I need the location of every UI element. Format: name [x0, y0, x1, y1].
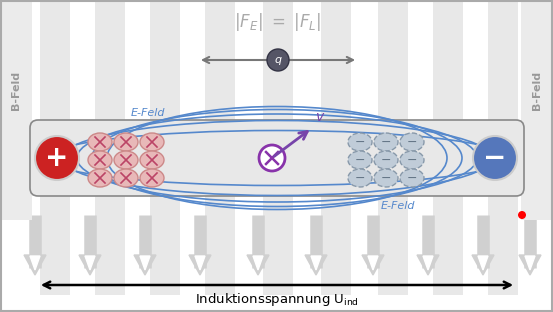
Text: −: −	[407, 172, 418, 184]
Circle shape	[35, 136, 79, 180]
Polygon shape	[24, 255, 46, 275]
Bar	[205, 0, 235, 295]
Text: −: −	[381, 135, 392, 149]
Bar	[150, 0, 180, 295]
Ellipse shape	[140, 151, 164, 169]
Polygon shape	[368, 256, 378, 270]
Bar	[40, 0, 70, 295]
Ellipse shape	[348, 151, 372, 169]
Text: q: q	[274, 55, 281, 65]
Ellipse shape	[400, 133, 424, 151]
Text: E-Feld: E-Feld	[131, 108, 165, 118]
Polygon shape	[519, 255, 541, 275]
Ellipse shape	[114, 133, 138, 151]
Circle shape	[473, 136, 517, 180]
Bar	[378, 0, 408, 295]
Polygon shape	[140, 256, 150, 270]
Bar	[263, 0, 293, 295]
Polygon shape	[79, 255, 101, 275]
Polygon shape	[305, 255, 327, 275]
Text: +: +	[45, 144, 69, 172]
Text: −: −	[381, 172, 392, 184]
Ellipse shape	[374, 151, 398, 169]
Circle shape	[267, 49, 289, 71]
Circle shape	[518, 211, 526, 219]
Text: −: −	[483, 144, 507, 172]
Ellipse shape	[140, 169, 164, 187]
Bar	[95, 0, 125, 295]
Ellipse shape	[88, 133, 112, 151]
Ellipse shape	[88, 169, 112, 187]
Bar	[521, 0, 553, 220]
Text: $|F_E|\ =\ |F_L|$: $|F_E|\ =\ |F_L|$	[234, 11, 322, 33]
Polygon shape	[85, 256, 95, 270]
Text: −: −	[355, 135, 365, 149]
Polygon shape	[423, 256, 433, 270]
Polygon shape	[247, 255, 269, 275]
Polygon shape	[189, 255, 211, 275]
FancyBboxPatch shape	[30, 120, 524, 196]
Text: −: −	[355, 172, 365, 184]
Text: −: −	[381, 154, 392, 167]
Text: Induktionsspannung $\mathregular{U_{ind}}$: Induktionsspannung $\mathregular{U_{ind}…	[195, 291, 359, 309]
Text: −: −	[407, 154, 418, 167]
Ellipse shape	[400, 151, 424, 169]
Ellipse shape	[88, 151, 112, 169]
Text: B-Feld: B-Feld	[532, 71, 542, 110]
Polygon shape	[362, 255, 384, 275]
Text: −: −	[407, 135, 418, 149]
Polygon shape	[195, 256, 205, 270]
Ellipse shape	[348, 133, 372, 151]
Ellipse shape	[374, 133, 398, 151]
Polygon shape	[134, 255, 156, 275]
Ellipse shape	[348, 169, 372, 187]
Polygon shape	[253, 256, 263, 270]
Polygon shape	[472, 255, 494, 275]
Text: B-Feld: B-Feld	[11, 71, 21, 110]
Bar	[0, 0, 32, 220]
Bar	[321, 0, 351, 295]
Bar	[433, 0, 463, 295]
Polygon shape	[30, 256, 40, 270]
Polygon shape	[417, 255, 439, 275]
Bar	[488, 0, 518, 295]
Ellipse shape	[400, 169, 424, 187]
Ellipse shape	[140, 133, 164, 151]
Ellipse shape	[114, 151, 138, 169]
Polygon shape	[311, 256, 321, 270]
Text: −: −	[355, 154, 365, 167]
Circle shape	[259, 145, 285, 171]
Ellipse shape	[114, 169, 138, 187]
Text: E-Feld: E-Feld	[381, 201, 415, 211]
Polygon shape	[478, 256, 488, 270]
Polygon shape	[525, 256, 535, 270]
Ellipse shape	[374, 169, 398, 187]
Text: v: v	[316, 110, 324, 124]
